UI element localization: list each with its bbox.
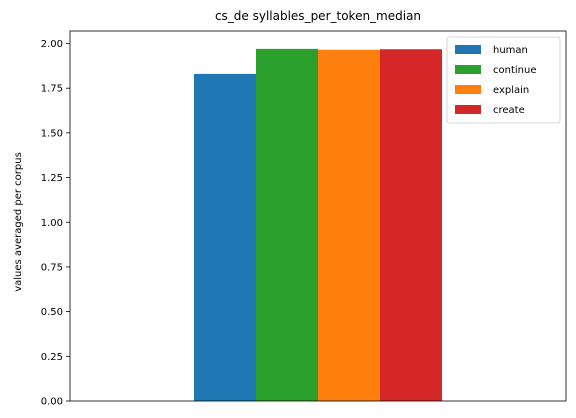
bar-continue xyxy=(256,48,318,402)
legend: human continue explain create xyxy=(446,36,561,124)
legend-swatch-create xyxy=(455,105,481,114)
legend-swatch-explain xyxy=(455,85,481,94)
y-tick-label: 1.75 xyxy=(41,84,63,95)
y-tick-label: 1.25 xyxy=(41,173,63,184)
y-tick-label: 0.75 xyxy=(41,262,63,273)
chart-title: cs_de syllables_per_token_median xyxy=(215,9,421,23)
bar-create xyxy=(380,49,442,402)
legend-label-human: human xyxy=(493,45,528,56)
plot-area xyxy=(69,30,567,402)
y-tick-label: 2.00 xyxy=(41,39,63,50)
legend-label-create: create xyxy=(493,105,525,116)
bar-explain xyxy=(318,49,380,401)
legend-box xyxy=(446,36,561,124)
legend-label-explain: explain xyxy=(493,85,529,96)
y-tick-label: 1.00 xyxy=(41,218,63,229)
axes-frame xyxy=(69,30,567,402)
y-axis-label: values averaged per corpus xyxy=(13,152,24,292)
y-tick-label: 0.25 xyxy=(41,352,63,363)
legend-swatch-continue xyxy=(455,65,481,74)
y-tick-label: 0.50 xyxy=(41,307,63,318)
legend-label-continue: continue xyxy=(493,65,536,76)
y-tick-label: 0.00 xyxy=(41,397,63,408)
y-axis-ticks: 0.00 0.25 0.50 0.75 1.00 1.25 1.50 1.75 2.00 xyxy=(41,39,70,408)
y-tick-label: 1.50 xyxy=(41,128,63,139)
legend-swatch-human xyxy=(455,45,481,54)
bar-human xyxy=(194,73,256,401)
